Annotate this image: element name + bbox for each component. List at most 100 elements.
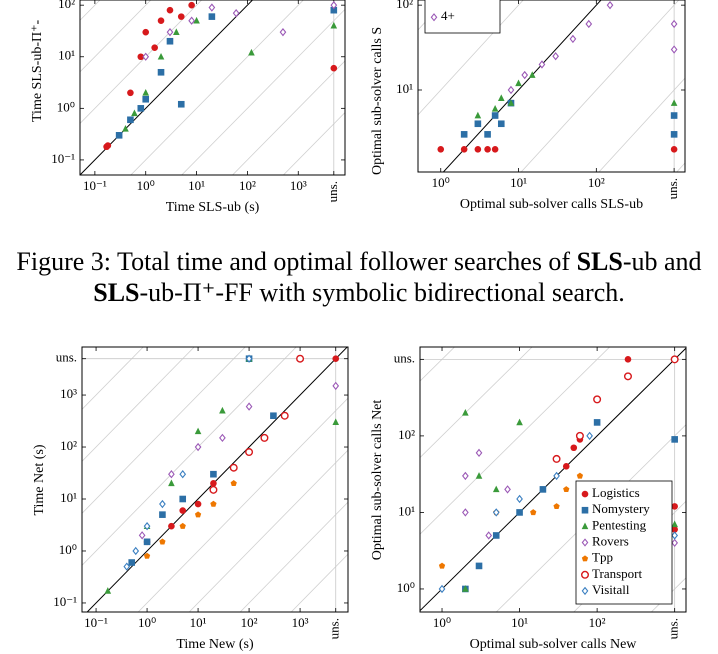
point <box>670 45 678 54</box>
plot-frame <box>417 0 686 173</box>
reference-line <box>181 9 345 175</box>
point <box>194 442 202 452</box>
point <box>491 105 499 112</box>
point <box>179 495 187 503</box>
plot-area <box>82 347 348 612</box>
point <box>606 0 614 10</box>
reference-line <box>290 553 348 612</box>
point <box>188 16 195 25</box>
point <box>475 472 483 479</box>
point <box>575 431 584 440</box>
point <box>585 19 593 29</box>
point <box>516 509 523 516</box>
point <box>475 562 483 570</box>
point <box>219 406 226 414</box>
point <box>497 94 505 102</box>
y-tick-label: 10⁰ <box>57 99 75 114</box>
point <box>166 37 174 45</box>
point <box>179 507 187 514</box>
point <box>122 125 129 132</box>
diagonal <box>420 347 686 612</box>
point <box>670 112 678 119</box>
point <box>553 471 560 481</box>
x-tick-label: 10³ <box>290 178 307 193</box>
point <box>670 99 678 106</box>
x-tick-label: uns. <box>327 618 342 639</box>
x-axis-title: Optimal sub-solver calls New <box>470 637 638 652</box>
point <box>168 479 175 487</box>
reference-line <box>418 0 524 116</box>
point <box>245 402 253 411</box>
point <box>438 584 446 594</box>
x-tick-label: 10² <box>588 175 605 190</box>
y-tick-label: 10² <box>60 438 77 453</box>
legend-marker <box>430 13 438 22</box>
point <box>670 19 678 29</box>
x-tick-label: 10¹ <box>511 615 528 630</box>
point <box>507 85 515 95</box>
x-tick-label: 10¹ <box>190 615 207 630</box>
point <box>248 48 255 56</box>
plot-frame <box>419 346 687 613</box>
point <box>670 131 678 138</box>
x-tick-label: uns. <box>666 618 681 639</box>
point <box>210 500 217 507</box>
legend-box <box>575 480 673 605</box>
point <box>563 486 570 493</box>
caption-bold: SLS <box>576 247 623 276</box>
x-tick-label: 10² <box>241 615 258 630</box>
point <box>462 585 469 592</box>
point <box>232 8 240 18</box>
reference-line <box>520 0 680 172</box>
point <box>562 463 570 470</box>
point <box>485 531 493 540</box>
legend-marker <box>581 538 589 547</box>
reference-line <box>82 347 195 462</box>
point <box>497 120 505 128</box>
point <box>208 3 216 12</box>
point <box>157 17 165 25</box>
point <box>438 562 446 569</box>
point <box>515 79 522 87</box>
x-axis-title: Time SLS-ub (s) <box>166 200 260 215</box>
reference-line <box>80 0 152 73</box>
point <box>528 71 536 78</box>
point <box>576 472 584 479</box>
point <box>516 418 523 426</box>
reference-line <box>239 501 348 612</box>
reference-line <box>598 77 685 172</box>
x-tick-label: 10⁻¹ <box>84 615 108 630</box>
legend-marker <box>581 522 589 530</box>
point <box>570 444 578 452</box>
point <box>484 131 491 138</box>
point <box>230 480 237 487</box>
x-tick-label: uns. <box>665 178 680 199</box>
y-tick-label: 10⁻¹ <box>51 151 75 166</box>
legend-label: Transport <box>592 566 642 581</box>
point <box>188 1 195 9</box>
point <box>671 531 679 540</box>
point <box>137 53 145 61</box>
point <box>279 27 287 37</box>
reference-line <box>137 397 348 612</box>
legend-label: 4+ <box>441 8 455 23</box>
point <box>552 52 559 61</box>
y-axis-title: Time Net (s) <box>32 444 47 515</box>
point <box>462 471 469 481</box>
point <box>332 355 340 363</box>
x-tick-label: 10⁰ <box>433 615 451 630</box>
y-tick-label: 10¹ <box>60 490 77 505</box>
point <box>671 538 679 548</box>
legend-label: Rovers <box>592 533 629 548</box>
point <box>521 70 529 80</box>
point <box>623 372 632 381</box>
point <box>168 470 175 479</box>
point <box>671 520 678 528</box>
caption-text: -ub-Π⁺-FF with symbolic bidirectional se… <box>139 278 625 307</box>
reference-line <box>420 347 611 535</box>
point <box>492 485 500 493</box>
point <box>296 354 305 363</box>
legend-marker <box>581 490 589 498</box>
